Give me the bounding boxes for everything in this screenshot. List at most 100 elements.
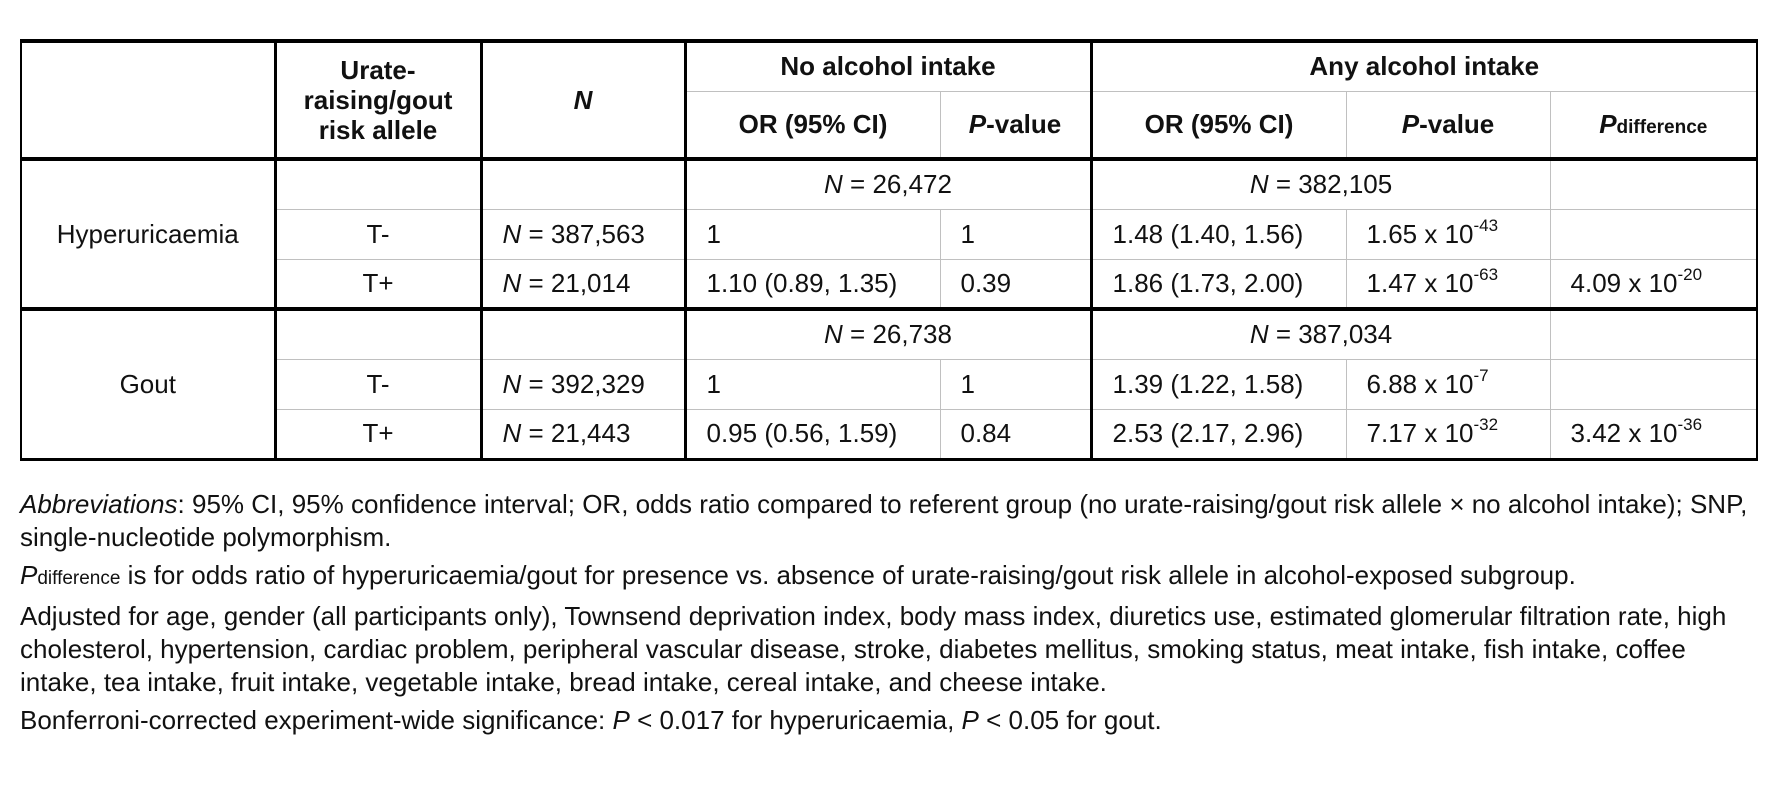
table-cell (480, 308, 687, 360)
header-n: N (480, 40, 687, 161)
header-pdiff-sub: difference (1616, 116, 1708, 138)
pdiff-base: 4.09 x 10 (1570, 267, 1678, 298)
n-value: = 21,443 (521, 418, 631, 448)
any-p-cell: 6.88 x 10-7 (1345, 358, 1551, 410)
subgroup-n-no-alcohol: N = 26,472 (684, 158, 1093, 210)
bonferroni-end: < 0.05 for gout. (978, 705, 1162, 735)
table-row: T- N = 387,563 1 1 1.48 (1.40, 1.56) 1.6… (21, 208, 1758, 260)
table-footnotes: Abbreviations: 95% CI, 95% confidence in… (20, 488, 1760, 742)
subgroup-n-any-alcohol: N = 387,034 (1090, 308, 1551, 360)
n-value: = 21,014 (521, 267, 631, 298)
subgroup-n-any-alcohol: N = 382,105 (1090, 158, 1551, 210)
table-cell (480, 158, 687, 210)
abbreviations-label: Abbreviations (20, 489, 178, 519)
header-pdiff-italic: P (1599, 108, 1617, 139)
results-table-container: Urate- raising/gout risk allele N No alc… (20, 39, 1759, 461)
any-p-cell: 7.17 x 10-32 (1345, 408, 1551, 460)
footnote-pdifference: Pdifference is for odds ratio of hyperur… (20, 559, 1760, 595)
bonferroni-mid: < 0.017 for hyperuricaemia, (629, 705, 962, 735)
table-row: T+ N = 21,443 0.95 (0.56, 1.59) 0.84 2.5… (21, 408, 1758, 460)
header-no-alcohol: No alcohol intake (684, 40, 1093, 92)
n-cell: N = 392,329 (480, 358, 687, 410)
table-row: T- N = 392,329 1 1 1.39 (1.22, 1.58) 6.8… (21, 358, 1758, 410)
pdiff-cell (1549, 358, 1758, 410)
header-any-p-suffix: -value (1419, 108, 1495, 139)
n-value: = 392,329 (521, 368, 645, 399)
group-name-gout: Gout (20, 308, 277, 460)
pdiff-exp: -20 (1677, 265, 1703, 285)
n-cell: N = 21,443 (480, 408, 687, 460)
allele-cell: T- (274, 358, 483, 410)
subgroup-n-value: = 387,034 (1268, 319, 1393, 350)
table-cell (1549, 308, 1758, 360)
bonferroni-p1: P (612, 705, 630, 735)
subgroup-n-no-alcohol: N = 26,738 (684, 308, 1093, 360)
n-italic: N (502, 368, 522, 399)
any-p-exp: -43 (1473, 215, 1499, 235)
header-allele: Urate- raising/gout risk allele (274, 40, 483, 161)
any-p-base: 1.47 x 10 (1366, 267, 1474, 298)
group-name-hyperuricaemia: Hyperuricaemia (20, 158, 277, 311)
n-value: = 387,563 (521, 218, 645, 249)
any-or-cell: 1.48 (1.40, 1.56) (1090, 208, 1347, 260)
n-cell: N = 21,014 (480, 258, 687, 311)
table-row: T+ N = 21,014 1.10 (0.89, 1.35) 0.39 1.8… (21, 258, 1758, 311)
header-allele-line1: Urate- (340, 55, 416, 85)
any-or-cell: 1.86 (1.73, 2.00) (1090, 258, 1347, 311)
no-or-cell: 1 (684, 208, 941, 260)
no-p-cell: 0.84 (939, 408, 1093, 460)
header-n-label: N (573, 84, 593, 115)
results-table: Urate- raising/gout risk allele N No alc… (20, 39, 1759, 461)
subgroup-n-italic: N (1249, 319, 1269, 350)
allele-cell: T+ (274, 408, 483, 460)
n-italic: N (502, 418, 522, 448)
header-no-or: OR (95% CI) (684, 90, 941, 161)
n-italic: N (502, 218, 522, 249)
pdiff-cell (1549, 208, 1758, 260)
header-p-difference: Pdifference (1549, 90, 1758, 161)
subgroup-n-value: = 26,738 (842, 319, 952, 350)
pdiff-cell: 4.09 x 10-20 (1549, 258, 1758, 311)
any-p-cell: 1.65 x 10-43 (1345, 208, 1551, 260)
no-p-cell: 1 (939, 208, 1093, 260)
any-p-base: 7.17 x 10 (1366, 418, 1474, 448)
header-any-alcohol: Any alcohol intake (1090, 40, 1758, 92)
no-p-cell: 1 (939, 358, 1093, 410)
header-no-p-suffix: -value (986, 108, 1062, 139)
table-cell (1549, 158, 1758, 210)
no-or-cell: 1.10 (0.89, 1.35) (684, 258, 941, 311)
any-p-base: 6.88 x 10 (1366, 368, 1474, 399)
pdiff-note-text: is for odds ratio of hyperuricaemia/gout… (120, 560, 1576, 590)
table-cell (274, 308, 483, 360)
header-any-p: P-value (1345, 90, 1551, 161)
bonferroni-p2: P (961, 705, 979, 735)
subgroup-n-value: = 26,472 (842, 169, 952, 200)
footnote-bonferroni: Bonferroni-corrected experiment-wide sig… (20, 704, 1760, 737)
n-italic: N (502, 267, 522, 298)
any-p-cell: 1.47 x 10-63 (1345, 258, 1551, 311)
table-cell (274, 158, 483, 210)
abbreviations-text: : 95% CI, 95% confidence interval; OR, o… (20, 489, 1748, 552)
subgroup-n-italic: N (824, 319, 843, 350)
any-p-base: 1.65 x 10 (1366, 218, 1474, 249)
header-empty-corner (20, 40, 277, 161)
pdiff-note-italic: P (20, 560, 38, 590)
any-or-cell: 2.53 (2.17, 2.96) (1090, 408, 1347, 460)
any-or-cell: 1.39 (1.22, 1.58) (1090, 358, 1347, 410)
header-no-p: P-value (939, 90, 1093, 161)
pdiff-cell: 3.42 x 10-36 (1549, 408, 1758, 460)
header-any-or: OR (95% CI) (1090, 90, 1347, 161)
subgroup-n-italic: N (824, 169, 843, 200)
pdiff-base: 3.42 x 10 (1570, 418, 1678, 448)
subgroup-n-value: = 382,105 (1268, 169, 1393, 200)
no-or-cell: 1 (684, 358, 941, 410)
allele-cell: T- (274, 208, 483, 260)
header-any-p-italic: P (1401, 108, 1420, 139)
bonferroni-prefix: Bonferroni-corrected experiment-wide sig… (20, 705, 613, 735)
n-cell: N = 387,563 (480, 208, 687, 260)
subgroup-n-italic: N (1249, 169, 1269, 200)
any-p-exp: -63 (1473, 265, 1499, 285)
footnote-abbreviations: Abbreviations: 95% CI, 95% confidence in… (20, 488, 1760, 554)
footnote-adjusted: Adjusted for age, gender (all participan… (20, 601, 1727, 697)
allele-cell: T+ (274, 258, 483, 311)
